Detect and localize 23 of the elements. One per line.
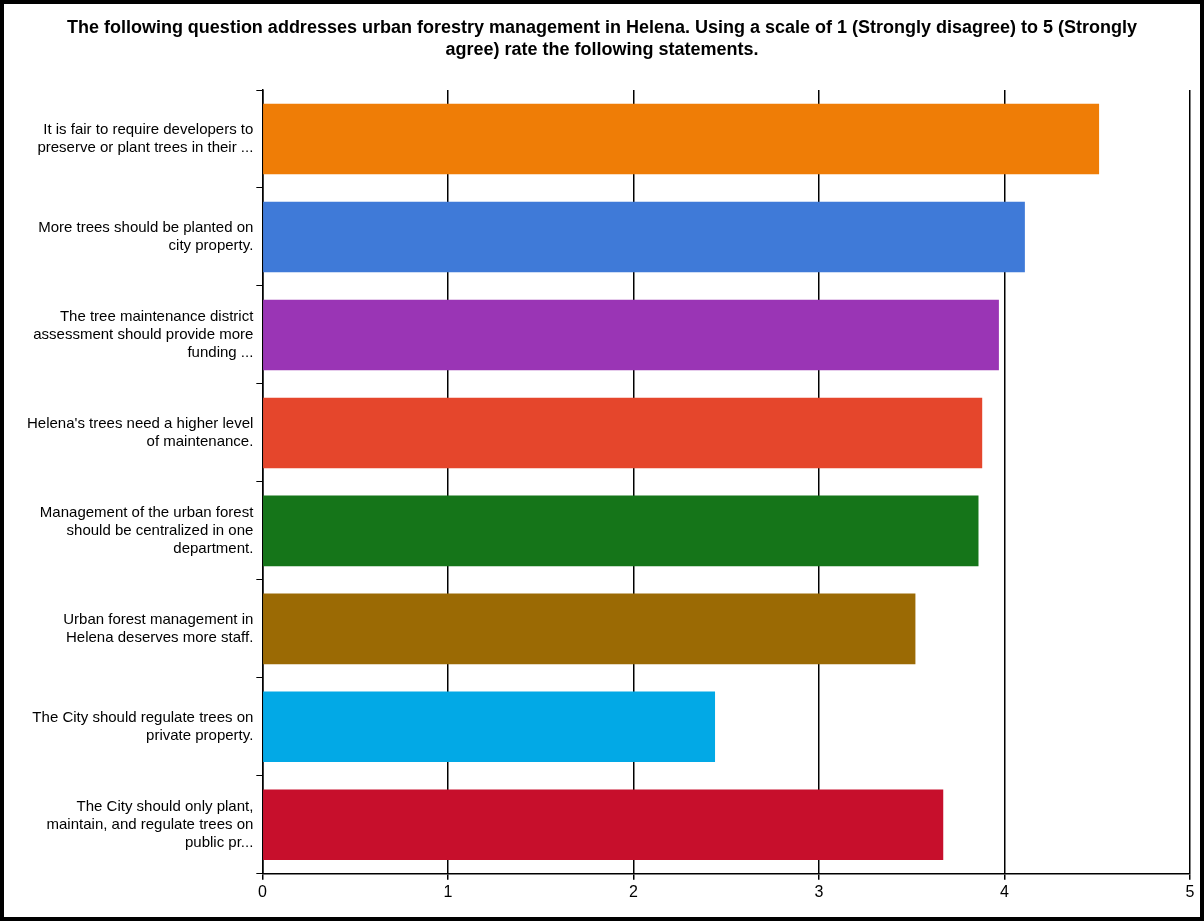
bar — [263, 201, 1025, 273]
y-tick-label: More trees should be planted on city property. — [38, 218, 254, 254]
y-tick-label: It is fair to require developers to preserve or plant trees in their ... — [37, 120, 254, 156]
bar — [263, 789, 944, 861]
x-tick-label: 4 — [1000, 882, 1010, 900]
x-tick-label: 1 — [443, 882, 453, 900]
bar — [263, 593, 916, 665]
y-tick-label: The City should regulate trees on private property. — [32, 707, 254, 743]
x-tick-label: 2 — [628, 882, 638, 900]
y-tick-label: The City should only plant, maintain, and regulate trees on public pr... — [46, 796, 254, 850]
bar — [263, 397, 983, 469]
x-tick-label: 5 — [1185, 882, 1195, 900]
bar — [263, 691, 716, 763]
y-tick-label: Management of the urban forest should be centralized in one department. — [39, 503, 255, 557]
x-tick-label: 0 — [257, 882, 267, 900]
chart-title: The following question addresses urban forestry management in Helena. Using a scale of 1 (Strongly disagree) to 5 (Strongly agree) rate the following statements. — [65, 16, 1139, 60]
y-tick-label: Urban forest management in Helena deserves more staff. — [63, 610, 254, 645]
y-tick-label: Helena's trees need a higher level of maintenance. — [27, 414, 254, 450]
y-tick-label: The tree maintenance district assessment should provide more funding ... — [33, 307, 255, 361]
x-tick-label: 3 — [814, 882, 824, 900]
bar — [263, 103, 1100, 175]
bar — [263, 495, 979, 567]
bar — [263, 299, 999, 371]
